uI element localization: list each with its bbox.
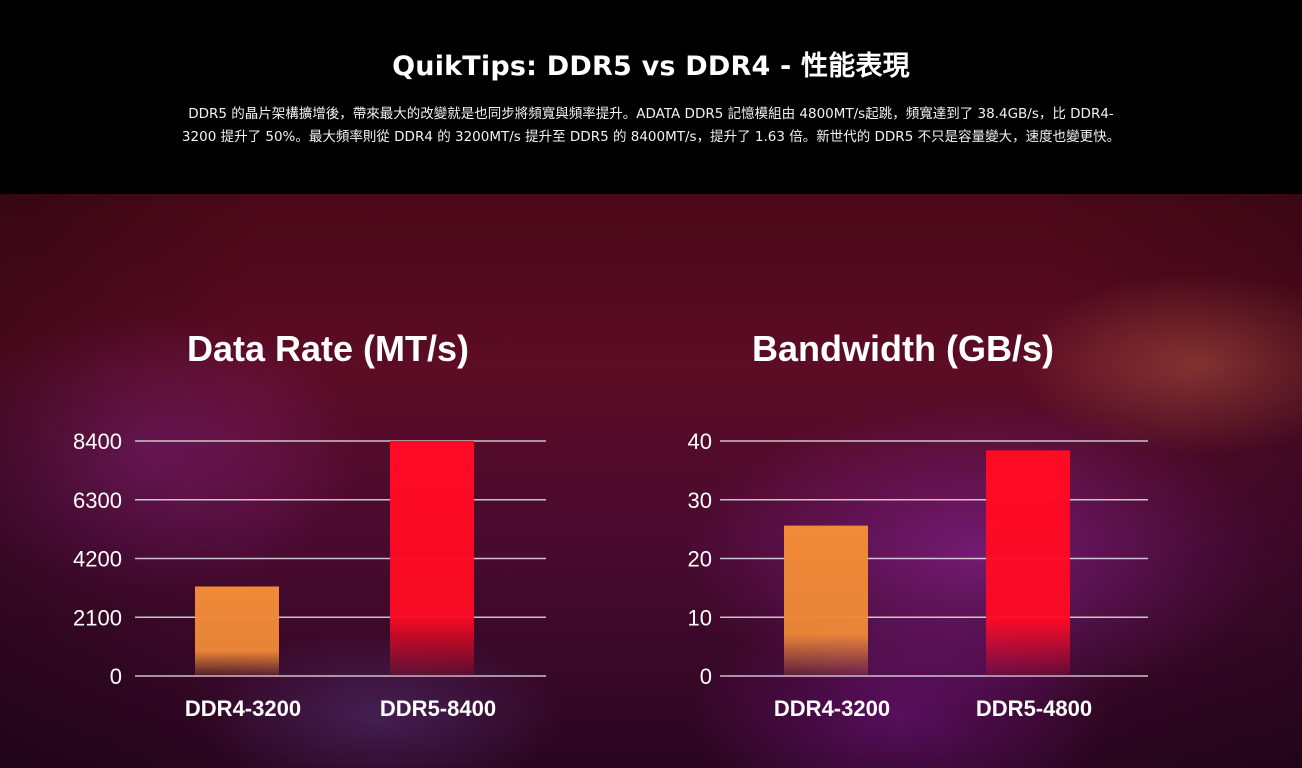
y-tick-label: 20 xyxy=(688,547,712,572)
category-label: DDR4-3200 xyxy=(185,696,301,721)
category-label: DDR5-4800 xyxy=(976,696,1092,721)
page-description: DDR5 的晶片架構擴增後，帶來最大的改變就是也同步將頻寬與頻率提升。ADATA… xyxy=(181,106,1121,145)
bar-ddr5-8400 xyxy=(390,441,474,676)
chart-title-data-rate: Data Rate (MT/s) xyxy=(187,328,469,369)
category-label: DDR4-3200 xyxy=(774,696,890,721)
chart-title-bandwidth: Bandwidth (GB/s) xyxy=(752,328,1054,369)
chart-bandwidth: Bandwidth (GB/s) 0 10 20 30 40 DDR4-3200 DDR5… xyxy=(688,328,1148,721)
y-tick-label: 30 xyxy=(688,488,712,513)
y-tick-label: 0 xyxy=(110,664,122,689)
y-tick-label: 0 xyxy=(700,664,712,689)
category-label: DDR5-8400 xyxy=(380,696,496,721)
page-header: QuikTips: DDR5 vs DDR4 - 性能表現 DDR5 的晶片架構… xyxy=(0,0,1302,194)
chart-data-rate: Data Rate (MT/s) 0 2100 4200 6300 8400 DDR4-… xyxy=(73,328,546,721)
y-tick-label: 10 xyxy=(688,605,712,630)
y-tick-label: 8400 xyxy=(73,429,122,454)
page-title: QuikTips: DDR5 vs DDR4 - 性能表現 xyxy=(392,51,910,82)
bar-ddr4-3200 xyxy=(195,586,279,676)
y-tick-label: 4200 xyxy=(73,547,122,572)
y-tick-label: 6300 xyxy=(73,488,122,513)
y-tick-label: 2100 xyxy=(73,605,122,630)
bar-ddr4-3200 xyxy=(784,525,868,676)
y-tick-label: 40 xyxy=(688,429,712,454)
chart-panel: Data Rate (MT/s) 0 2100 4200 6300 8400 DDR4-… xyxy=(0,194,1302,768)
charts-svg: Data Rate (MT/s) 0 2100 4200 6300 8400 DDR4-… xyxy=(73,328,1148,721)
bar-ddr5-4800 xyxy=(986,450,1070,676)
